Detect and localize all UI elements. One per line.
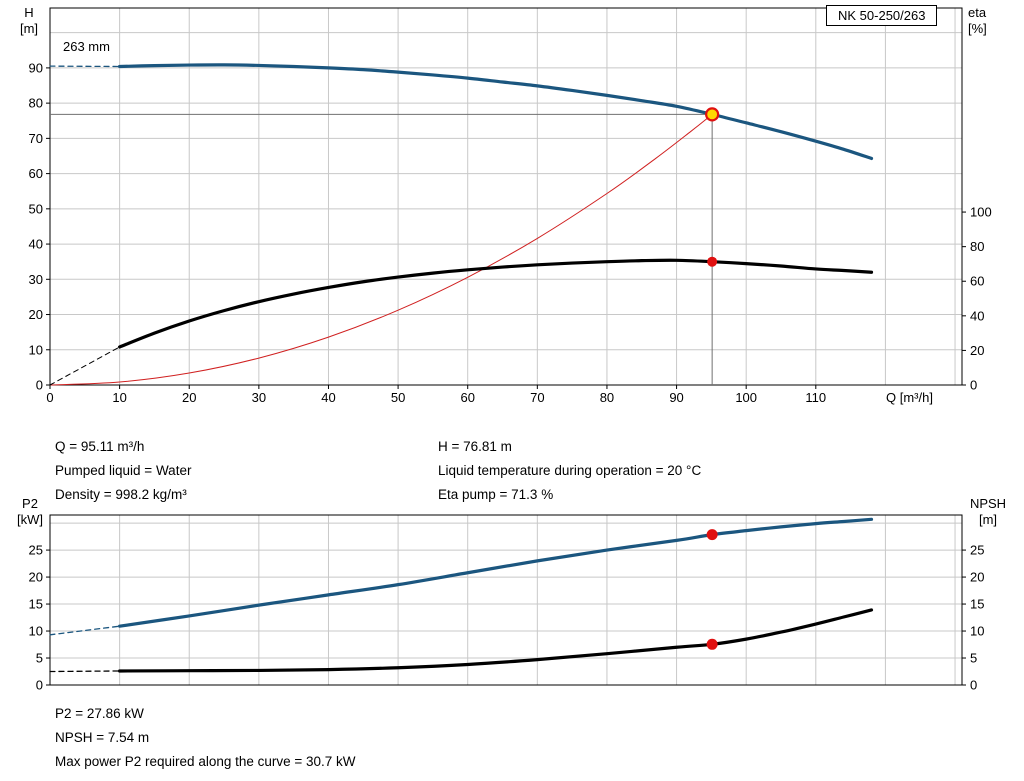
y-left-tick-label: 70	[29, 131, 43, 146]
info-h: H = 76.81 m	[438, 439, 512, 454]
power-info-column: P2 = 27.86 kW NPSH = 7.54 m Max power P2…	[55, 702, 356, 774]
y-right-tick-label: 5	[970, 651, 977, 666]
y-left-tick-label: 40	[29, 237, 43, 252]
y-left-tick-label: 15	[29, 597, 43, 612]
p2-axis-label: P2 [kW]	[17, 496, 43, 527]
y-left-tick-label: 90	[29, 60, 43, 75]
pump-name: NK 50-250/263	[838, 8, 926, 23]
y-left-tick-label: 10	[29, 342, 43, 357]
y-right-tick-label: 40	[970, 308, 984, 323]
info-liquid-temperature: Liquid temperature during operation = 20…	[438, 463, 702, 478]
x-tick-label: 30	[252, 390, 266, 405]
y-right-tick-label: 80	[970, 239, 984, 254]
x-tick-label: 60	[460, 390, 474, 405]
x-tick-label: 110	[805, 390, 826, 405]
eta-point-marker	[707, 256, 718, 267]
y-right-tick-label: 0	[970, 678, 977, 693]
x-tick-label: 10	[112, 390, 126, 405]
y-right-tick-label: 25	[970, 543, 984, 558]
p2-curve	[118, 517, 874, 628]
y-right-tick-label: 20	[970, 570, 984, 585]
y-left-tick-label: 0	[36, 378, 43, 393]
x-tick-label: 80	[600, 390, 614, 405]
npsh-point-marker	[706, 638, 718, 650]
plot-frame	[49, 7, 963, 386]
npsh-axis-label: NPSH [m]	[969, 496, 1007, 527]
y-left-tick-label: 50	[29, 201, 43, 216]
p2-npsh-chart: 0 5 10 15 20 25 0 5 10 15 20 25	[29, 514, 984, 693]
info-npsh: NPSH = 7.54 m	[55, 730, 150, 745]
npsh-curve	[118, 608, 874, 673]
x-axis-unit-label: Q [m³/h]	[886, 390, 933, 405]
npsh-curve-extension	[49, 670, 121, 673]
y-left-tick-label: 30	[29, 272, 43, 287]
hq-eta-chart: 0 10 20 30 40 50 60 70 80 90 0 20 40 60 80 100 0 10 20 30 40…	[29, 7, 992, 405]
impeller-diameter-label: 263 mm	[63, 39, 110, 54]
info-q: Q = 95.11 m³/h	[55, 439, 145, 454]
x-tick-label: 70	[530, 390, 544, 405]
info-eta-pump: Eta pump = 71.3 %	[438, 487, 554, 502]
y-left-tick-label: 20	[29, 307, 43, 322]
y-left-tick-label: 0	[36, 678, 43, 693]
y-right-tick-label: 15	[970, 597, 984, 612]
info-p2: P2 = 27.86 kW	[55, 706, 144, 721]
x-tick-label: 90	[669, 390, 683, 405]
y-right-tick-label: 10	[970, 624, 984, 639]
x-tick-label: 0	[46, 390, 53, 405]
info-pumped-liquid: Pumped liquid = Water	[55, 463, 192, 478]
x-tick-label: 40	[321, 390, 335, 405]
plot-frame	[49, 514, 963, 686]
info-max-power: Max power P2 required along the curve = …	[55, 754, 356, 769]
y-left-tick-label: 80	[29, 96, 43, 111]
eta-curve-extension	[49, 346, 121, 386]
eta-axis-label: eta [%]	[968, 5, 987, 36]
y-left-tick-label: 10	[29, 624, 43, 639]
duty-point-marker[interactable]	[705, 107, 720, 122]
y-left-tick-label: 20	[29, 570, 43, 585]
eta-curve	[118, 258, 874, 349]
x-tick-label: 50	[391, 390, 405, 405]
head-axis-label: H [m]	[19, 5, 39, 36]
p2-point-marker	[706, 529, 718, 541]
y-right-tick-label: 0	[970, 378, 977, 393]
y-left-tick-label: 60	[29, 166, 43, 181]
head-curve	[118, 63, 874, 161]
x-tick-label: 100	[735, 390, 757, 405]
duty-info-right-column: H = 76.81 m Liquid temperature during op…	[438, 435, 701, 507]
y-right-tick-label: 60	[970, 274, 984, 289]
info-density: Density = 998.2 kg/m³	[55, 487, 187, 502]
y-left-tick-label: 25	[29, 543, 43, 558]
pump-name-box: NK 50-250/263	[826, 5, 938, 26]
system-curve	[49, 113, 713, 386]
duty-info-left-column: Q = 95.11 m³/h Pumped liquid = Water Den…	[55, 435, 191, 507]
y-right-tick-label: 100	[970, 205, 992, 220]
x-tick-label: 20	[182, 390, 196, 405]
y-left-tick-label: 5	[36, 651, 43, 666]
y-right-tick-label: 20	[970, 343, 984, 358]
p2-curve-extension	[49, 625, 121, 636]
